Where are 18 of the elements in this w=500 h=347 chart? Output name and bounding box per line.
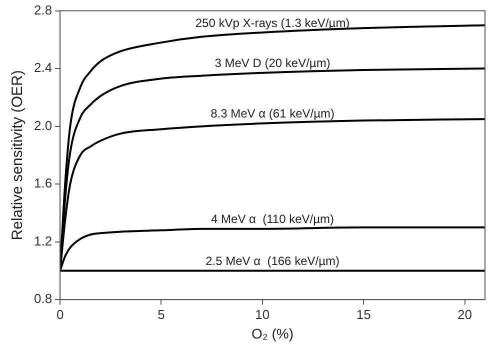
y-tick-label: 1.2 bbox=[34, 233, 52, 248]
x-tick-label: 0 bbox=[56, 306, 64, 322]
x-tick-label: 20 bbox=[458, 306, 472, 322]
series-label: 4 MeV α (110 keV/µm) bbox=[211, 212, 334, 226]
series-label: 3 MeV D (20 keV/µm) bbox=[214, 56, 330, 70]
series-label: 2.5 MeV α (166 keV/µm) bbox=[206, 254, 340, 268]
series-label: 250 kVp X-rays (1.3 keV/µm) bbox=[195, 16, 350, 30]
y-tick-label: 2.4 bbox=[34, 60, 52, 76]
x-tick-label: 5 bbox=[158, 306, 165, 322]
x-axis-title: O₂ (%) bbox=[252, 325, 294, 342]
y-tick-label: 0.8 bbox=[34, 291, 52, 306]
y-tick-label: 2.0 bbox=[34, 118, 52, 133]
series-label: 8.3 MeV α (61 keV/µm) bbox=[210, 106, 334, 121]
y-tick-label: 1.6 bbox=[34, 176, 52, 191]
y-tick-label: 2.8 bbox=[34, 2, 52, 18]
y-axis-title: Relative sensitivity (OER) bbox=[9, 70, 26, 240]
x-tick-label: 15 bbox=[356, 306, 371, 322]
x-tick-label: 10 bbox=[255, 306, 270, 322]
